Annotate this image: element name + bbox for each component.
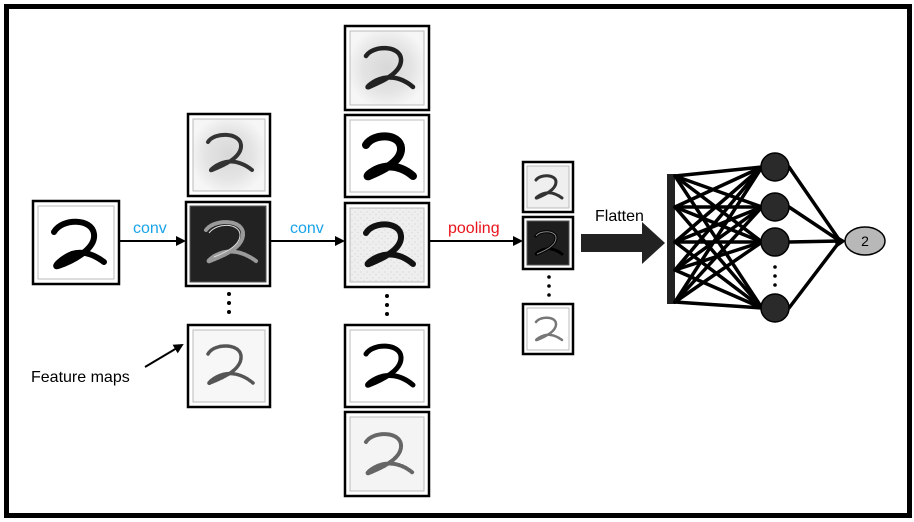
output-arrowhead [834,234,846,248]
pooling-label: pooling [448,220,500,237]
pooled-map-b [521,215,575,271]
feature-map-1b [184,200,272,288]
feature-map-1c [186,323,272,409]
input-image [31,199,121,286]
ellipsis-vertical-2 [385,294,389,316]
neuron-3 [760,227,790,257]
feature-map-2a [343,24,431,112]
feature-map-2e [343,410,431,498]
feature-map-2d [343,323,431,409]
output-label: 2 [861,233,869,249]
flatten-label: Flatten [595,208,644,225]
output-node [844,226,886,256]
neuron-1 [760,152,790,182]
conv-label-2: conv [290,220,324,237]
flattened-vector [667,174,675,304]
neuron-4 [760,293,790,323]
output-connections [787,165,842,310]
ellipsis-vertical-4 [773,265,777,287]
diagram-frame [4,4,912,518]
pooled-map-c [521,302,575,356]
feature-maps-label: Feature maps [31,369,130,386]
ellipsis-vertical-1 [227,292,231,314]
conv-label-1: conv [133,220,167,237]
neuron-2 [760,192,790,222]
feature-map-1a [186,112,272,198]
dense-connections [673,165,764,310]
ellipsis-vertical-3 [547,275,551,297]
flatten-arrow [581,222,665,264]
pooled-map-a [521,160,575,214]
feature-map-2b [343,113,431,199]
feature-map-2c [343,201,431,289]
feature-maps-arrow [144,343,184,368]
